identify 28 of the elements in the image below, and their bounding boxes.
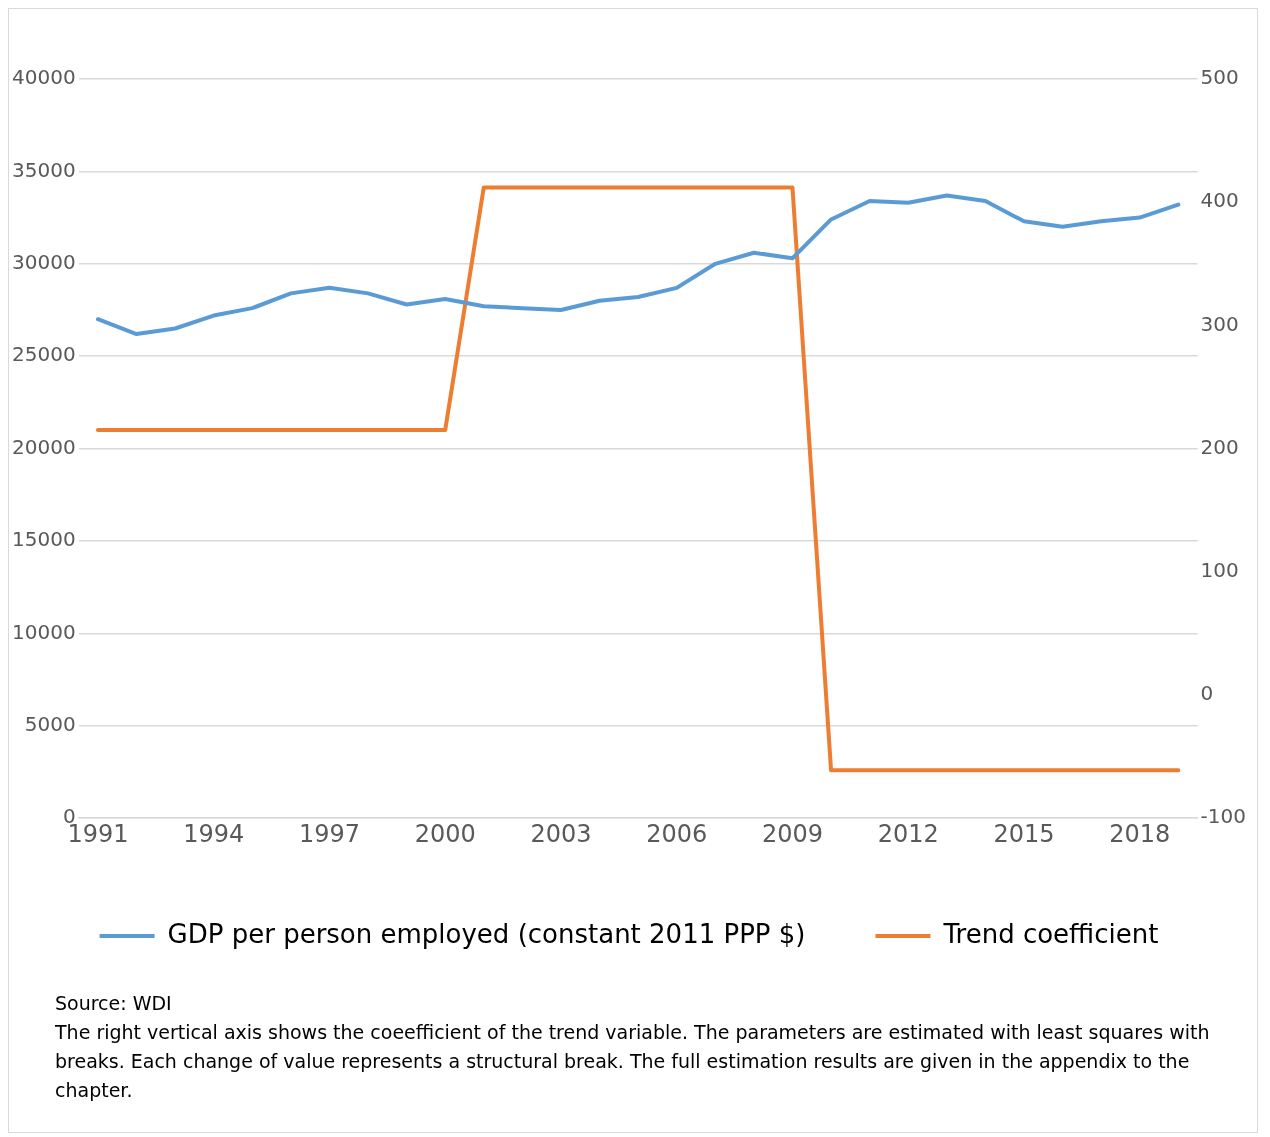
y2-tick-label: 100 (1200, 558, 1239, 582)
y2-tick-label: 500 (1200, 65, 1239, 90)
x-tick-label: 2018 (1109, 819, 1171, 848)
y-tick-label: 40000 (12, 65, 76, 90)
x-tick-label: 2015 (993, 819, 1055, 848)
y2-tick-label: 0 (1200, 681, 1214, 706)
y-tick-label: 35000 (12, 157, 76, 182)
y2-tick-label: 400 (1200, 188, 1239, 213)
x-tick-label: 2012 (877, 819, 939, 848)
legend-label: Trend coefficient (942, 918, 1159, 949)
y2-tick-label: 300 (1200, 311, 1239, 336)
y2-tick-label: 200 (1200, 434, 1239, 459)
x-tick-label: 2000 (414, 819, 476, 848)
y-tick-label: 10000 (12, 619, 76, 644)
y-tick-label: 30000 (12, 250, 76, 274)
x-tick-label: 2009 (761, 819, 823, 848)
legend-label: GDP per person employed (constant 2011 PPP $) (167, 918, 806, 949)
y-tick-label: 25000 (12, 342, 76, 367)
text: The right vertical axis shows the coeefficient of the trend variable. The parameters are estimated with least squares with breaks. Each change of value represents a structural break. The full estimation results are given in the appendix to the chapter. (55, 1020, 1211, 1103)
source-note: Source: WDI (55, 991, 173, 1016)
x-tick-label: 2003 (530, 819, 592, 848)
y2-tick-label: -100 (1200, 804, 1246, 829)
y-tick-label: 5000 (24, 712, 76, 736)
y-tick-label: 20000 (12, 434, 76, 459)
x-tick-label: 1997 (298, 819, 360, 848)
x-tick-label: 2006 (646, 819, 708, 848)
x-tick-label: 1994 (183, 819, 245, 848)
y-tick-label: 15000 (12, 527, 76, 552)
